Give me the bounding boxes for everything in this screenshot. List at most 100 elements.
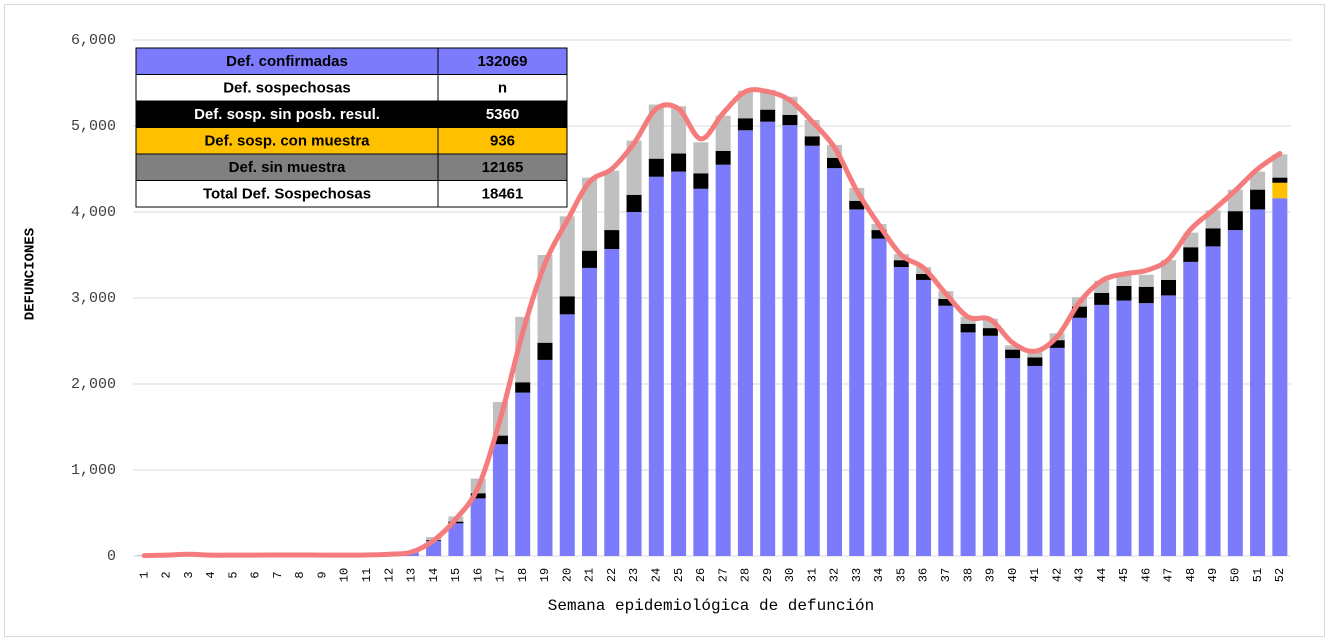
bar-segment	[1250, 209, 1266, 557]
x-tick-label: 20	[560, 568, 574, 582]
bar-segment	[893, 260, 909, 268]
table-cell	[437, 74, 568, 102]
x-tick-label: 39	[984, 568, 998, 582]
bar-segment	[582, 177, 598, 251]
table-cell	[135, 153, 439, 181]
bar-segment	[1205, 228, 1221, 247]
bar-segment	[648, 158, 664, 177]
bar-segment	[559, 314, 575, 556]
x-tick-label: 10	[338, 568, 352, 582]
x-tick-label: 15	[449, 568, 463, 582]
bar-segment	[760, 109, 776, 122]
bar-segment	[916, 273, 932, 280]
bar-segment	[938, 298, 954, 306]
table-cell	[437, 153, 568, 181]
bar-segment	[1250, 171, 1266, 190]
x-tick-label: 34	[872, 568, 886, 582]
bar-segment	[1161, 295, 1177, 556]
bar-segment	[737, 90, 753, 119]
bar-segment	[1071, 317, 1087, 556]
x-axis-title: Semana epidemiológica de defunción	[548, 597, 874, 615]
x-tick-label: 48	[1184, 568, 1198, 582]
y-tick-label: 2,000	[71, 376, 116, 393]
x-tick-label: 47	[1162, 568, 1176, 582]
y-tick-label: 6,000	[71, 32, 116, 49]
bar-segment	[537, 359, 553, 556]
bar-segment	[871, 238, 887, 556]
table-cell	[437, 127, 568, 155]
bar-segment	[1138, 274, 1154, 287]
x-tick-label: 24	[649, 568, 663, 582]
bar-segment	[1027, 365, 1043, 556]
bar-segment	[1272, 154, 1288, 178]
x-tick-label: 8	[293, 571, 307, 578]
bar-segment	[1183, 247, 1199, 262]
x-tick-label: 30	[783, 568, 797, 582]
x-tick-label: 6	[249, 571, 263, 578]
x-tick-label: 19	[538, 568, 552, 582]
bar-segment	[960, 316, 976, 324]
bar-segment	[1071, 306, 1087, 318]
bar-segment	[671, 153, 687, 172]
bar-segment	[470, 493, 486, 499]
x-tick-label: 49	[1206, 568, 1220, 582]
bar-segment	[1049, 340, 1065, 348]
table-label: Total Def. Sospechosas	[203, 186, 371, 203]
y-axis-title: DEFUNCIONES	[23, 228, 39, 320]
x-tick-label: 44	[1095, 568, 1109, 582]
bar-segment	[515, 382, 531, 393]
table-label: Def. confirmadas	[226, 53, 348, 70]
table-cell	[437, 47, 568, 75]
x-tick-label: 16	[471, 568, 485, 582]
x-tick-label: 25	[672, 568, 686, 582]
bar-segment	[982, 328, 998, 336]
bar-segment	[960, 332, 976, 556]
bar-segment	[448, 523, 464, 556]
bar-segment	[916, 279, 932, 556]
bar-segment	[604, 230, 620, 249]
bar-segment	[1205, 246, 1221, 556]
x-tick-label: 18	[516, 568, 530, 582]
x-tick-label: 32	[828, 568, 842, 582]
bar-segment	[782, 114, 798, 126]
bar-segment	[582, 267, 598, 556]
x-tick-label: 9	[315, 571, 329, 578]
bar-segment	[1005, 345, 1021, 350]
bar-segment	[1272, 198, 1288, 557]
bar-segment	[1272, 177, 1288, 183]
x-tick-label: 2	[160, 571, 174, 578]
x-tick-label: 22	[605, 568, 619, 582]
x-tick-label: 43	[1073, 568, 1087, 582]
bar-segment	[492, 435, 508, 445]
table-cell	[437, 100, 568, 128]
bar-segment	[648, 104, 664, 159]
x-tick-label: 1	[137, 571, 151, 578]
x-tick-label: 5	[226, 571, 240, 578]
bar-segment	[559, 296, 575, 315]
bar-segment	[604, 170, 620, 231]
x-tick-label: 42	[1050, 568, 1064, 582]
table-label: Def. sosp. sin posb. resul.	[194, 106, 380, 123]
bar-segment	[470, 498, 486, 556]
bar-segment	[893, 267, 909, 556]
bar-segment	[1094, 304, 1110, 556]
table-cell	[437, 180, 568, 208]
bar-segment	[760, 121, 776, 556]
bar-segment	[737, 118, 753, 131]
x-tick-label: 36	[917, 568, 931, 582]
bar-segment	[1161, 279, 1177, 296]
bar-segment	[1116, 300, 1132, 556]
x-tick-label: 27	[716, 568, 730, 582]
bar-segment	[1227, 211, 1243, 231]
table-value: 936	[490, 133, 515, 150]
bar-segment	[826, 157, 842, 169]
bar-segment	[982, 335, 998, 556]
bar-segment	[693, 142, 709, 174]
y-tick-label: 0	[107, 548, 116, 565]
bar-segment	[1116, 274, 1132, 286]
x-tick-label: 31	[805, 568, 819, 582]
bar-segment	[648, 176, 664, 557]
bar-segment	[715, 164, 731, 556]
table-value: 132069	[477, 53, 527, 70]
